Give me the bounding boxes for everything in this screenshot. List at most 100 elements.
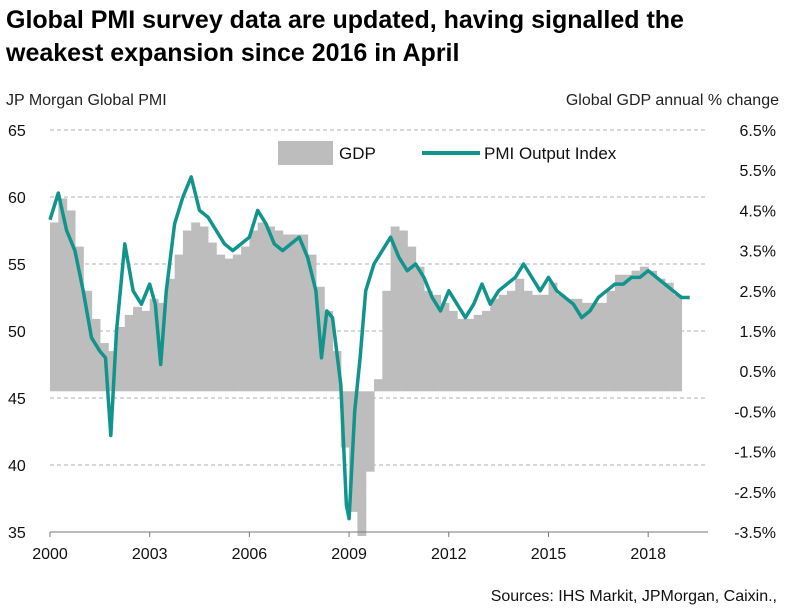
gdp-bar <box>66 210 76 392</box>
gdp-bar <box>282 234 292 392</box>
gdp-bar <box>50 222 59 392</box>
gdp-bar <box>191 222 201 392</box>
axes: 65 60 55 50 45 40 35 6.5% 5.5% 4.5% 3.5% 2.5% 1.5% 0.… <box>8 123 776 563</box>
gdp-bar <box>482 310 491 392</box>
gdp-bar <box>116 326 126 392</box>
pmi-series-line <box>48 175 690 521</box>
gdp-bar <box>565 298 575 392</box>
gdp-bar <box>340 391 350 448</box>
gdp-bar <box>241 246 250 392</box>
gdp-bar <box>174 254 184 392</box>
gdp-bar <box>531 294 541 392</box>
y-axis-right-label: Global GDP annual % change <box>565 92 779 109</box>
gdp-bar <box>216 254 226 392</box>
y-right-tick-label: 3.5% <box>740 244 776 261</box>
gdp-bar <box>182 230 192 392</box>
x-tick-label: 2009 <box>331 546 367 563</box>
gdp-bar <box>448 310 458 392</box>
gdp-bars <box>50 198 683 537</box>
gdp-bar <box>573 298 583 392</box>
gdp-bar <box>99 343 109 392</box>
gdp-bar <box>307 254 317 392</box>
gdp-bar <box>590 302 599 392</box>
y-right-tick-label: -1.5% <box>734 445 776 462</box>
gdp-bar <box>606 290 616 392</box>
gdp-bar <box>515 278 525 392</box>
gdp-bar <box>465 318 475 392</box>
gdp-bar <box>540 294 550 392</box>
gdp-bar <box>141 310 151 392</box>
gdp-bar <box>598 302 608 392</box>
gdp-bar <box>673 294 683 392</box>
gdp-bar <box>398 230 408 392</box>
gdp-bar <box>74 246 84 392</box>
gdp-bar <box>149 298 159 392</box>
y-left-tick-label: 60 <box>8 190 26 207</box>
gdp-bar <box>232 254 242 392</box>
chart-title: Global PMI survey data are updated, havi… <box>6 6 684 67</box>
gdp-bar <box>266 226 275 392</box>
gdp-bar <box>274 230 284 392</box>
gdp-bar <box>374 379 383 392</box>
gdp-bar <box>506 290 516 392</box>
gdp-bar <box>473 314 483 392</box>
y-left-tick-label: 45 <box>8 391 26 408</box>
gdp-bar <box>581 302 591 392</box>
y-right-tick-label: 1.5% <box>740 324 776 341</box>
gdp-bar <box>124 314 134 392</box>
legend-pmi-label: PMI Output Index <box>484 144 617 163</box>
y-right-tick-label: 4.5% <box>740 203 776 220</box>
y-left-tick-label: 40 <box>8 458 26 475</box>
x-tick-label: 2006 <box>232 546 268 563</box>
source-note: Sources: IHS Markit, JPMorgan, Caixin., <box>490 588 777 605</box>
legend-gdp-label: GDP <box>339 144 376 163</box>
gdp-bar <box>365 391 375 472</box>
y-right-tick-label: 2.5% <box>740 284 776 301</box>
gdp-bar <box>423 290 433 392</box>
gdp-bar <box>332 351 342 392</box>
y-right-tick-label: -3.5% <box>734 525 776 542</box>
gdp-bar <box>257 222 267 392</box>
y-right-tick-label: 6.5% <box>740 123 776 140</box>
gdp-bar <box>498 294 508 392</box>
gdp-bar <box>523 290 533 392</box>
gdp-bar <box>407 246 417 392</box>
gdp-bar <box>556 294 566 392</box>
gdp-bar <box>631 270 641 392</box>
y-left-tick-label: 50 <box>8 324 26 341</box>
gdp-bar <box>664 282 674 392</box>
y-left-tick-label: 65 <box>8 123 26 140</box>
x-tick-label: 2003 <box>132 546 168 563</box>
legend-gdp-swatch <box>278 141 333 165</box>
x-tick-label: 2000 <box>32 546 68 563</box>
y-left-tick-label: 35 <box>8 525 26 542</box>
gdp-bar <box>357 391 367 537</box>
gdp-bar <box>91 318 101 392</box>
x-tick-label: 2018 <box>630 546 666 563</box>
gdp-bar <box>166 278 176 392</box>
gdp-bar <box>290 234 300 392</box>
gdp-bar <box>656 278 666 392</box>
gdp-bar <box>249 230 259 392</box>
gdp-bar <box>415 266 425 392</box>
y-right-tick-label: 5.5% <box>740 163 776 180</box>
gdp-bar <box>457 318 467 392</box>
y-right-tick-label: -2.5% <box>734 485 776 502</box>
gdp-bar <box>639 266 649 392</box>
pmi-line <box>48 175 690 521</box>
gdp-bar <box>648 270 658 392</box>
y-axis-left-label: JP Morgan Global PMI <box>6 92 167 109</box>
x-tick-label: 2012 <box>431 546 467 563</box>
gdp-bar <box>83 290 93 392</box>
gdp-bar <box>614 274 624 392</box>
gdp-bar <box>548 282 558 392</box>
gdp-bar <box>224 258 234 392</box>
gdp-bar <box>133 306 142 392</box>
gdp-bar <box>440 302 450 392</box>
gdp-bar <box>382 290 392 392</box>
gdp-bar <box>58 198 68 392</box>
gdp-bar <box>207 242 217 392</box>
x-tick-label: 2015 <box>531 546 567 563</box>
y-left-tick-label: 55 <box>8 257 26 274</box>
gdp-bar <box>324 310 334 392</box>
